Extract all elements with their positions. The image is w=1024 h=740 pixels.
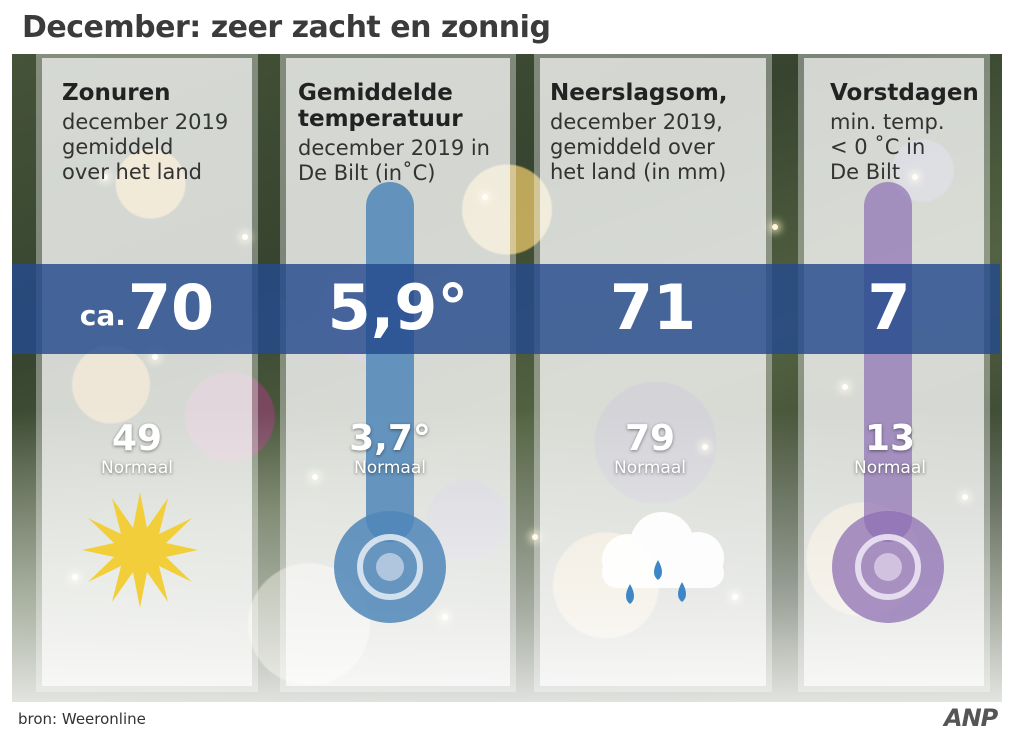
- temperature-title: Gemiddelde temperatuur: [298, 80, 463, 132]
- precipitation-value: 71: [609, 271, 697, 344]
- anp-logo: ANP: [944, 704, 998, 732]
- precipitation-subtitle: december 2019, gemiddeld over het land (…: [550, 110, 727, 184]
- rain-cloud-icon: [602, 512, 724, 604]
- precipitation-normal-value: 79: [624, 418, 676, 459]
- frost-days-value: 7: [867, 271, 911, 344]
- frost-days-normal-value: 13: [864, 418, 916, 459]
- temperature-normal-label: Normaal: [354, 458, 426, 478]
- page-title: December: zeer zacht en zonnig: [22, 10, 551, 45]
- panel-sunshine: [42, 58, 252, 686]
- sunshine-normal-label: Normaal: [101, 458, 173, 478]
- frost-days-normal-label: Normaal: [854, 458, 926, 478]
- temperature-subtitle: december 2019 in De Bilt (in˚C): [298, 136, 490, 185]
- frost-days-title: Vorstdagen: [830, 80, 979, 106]
- sunshine-title: Zonuren: [62, 80, 171, 106]
- frost-days-subtitle: min. temp. < 0 ˚C in De Bilt: [830, 110, 945, 184]
- temperature-value: 5,9°: [327, 271, 469, 344]
- precipitation-title: Neerslagsom,: [550, 80, 728, 106]
- value-band: [12, 264, 1000, 354]
- sunshine-subtitle: december 2019 gemiddeld over het land: [62, 110, 229, 184]
- source-credit: bron: Weeronline: [18, 710, 146, 728]
- thermometer-cold-icon: [832, 182, 944, 623]
- sunshine-normal-value: 49: [111, 418, 163, 459]
- sun-icon: [82, 492, 198, 608]
- temperature-normal-value: 3,7°: [349, 418, 431, 459]
- sunshine-value: ca.70: [79, 271, 215, 344]
- precipitation-normal-label: Normaal: [614, 458, 686, 478]
- thermometer-icon: [334, 182, 446, 623]
